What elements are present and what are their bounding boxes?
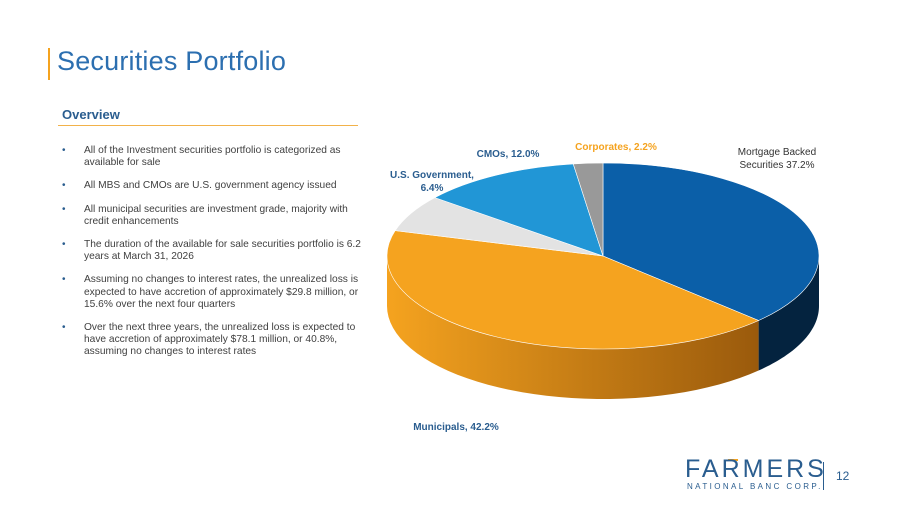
pie-slice-mortgage-backed-securities	[602, 162, 820, 321]
logo-wordmark: FARMERS	[685, 455, 827, 483]
page-title: Securities Portfolio	[57, 46, 287, 76]
overview-divider	[58, 125, 358, 126]
data-label-cmos: CMOs, 12.0%	[477, 149, 540, 160]
pie-slice-municipals	[386, 230, 760, 350]
pie-slice-corporates	[572, 162, 604, 257]
data-label-mortgage-backed-securities: Mortgage Backed	[738, 147, 816, 158]
title-accent-bar	[48, 48, 50, 80]
logo-accent-icon	[728, 459, 738, 461]
bullet-item: All of the Investment securities portfol…	[62, 145, 364, 169]
overview-heading: Overview	[62, 107, 120, 122]
pie-side-mortgage-backed-securities	[758, 256, 819, 371]
bullet-item: Over the next three years, the unrealize…	[62, 322, 364, 359]
pie-side-municipals	[387, 256, 759, 399]
data-label-municipals: Municipals, 42.2%	[413, 422, 499, 433]
pie-slice-cmos	[434, 163, 604, 257]
data-label-u-s-government: U.S. Government,	[390, 170, 474, 181]
page-number-divider	[823, 462, 824, 490]
page-number: 12	[836, 469, 850, 483]
data-label-mortgage-backed-securities: Securities 37.2%	[739, 160, 814, 171]
bullet-item: The duration of the available for sale s…	[62, 239, 364, 263]
data-label-u-s-government: 6.4%	[421, 183, 444, 194]
overview-bullet-list: All of the Investment securities portfol…	[62, 145, 364, 370]
data-label-corporates: Corporates, 2.2%	[575, 142, 657, 153]
bullet-item: Assuming no changes to interest rates, t…	[62, 274, 364, 311]
logo-subtitle: NATIONAL BANC CORP.	[687, 482, 823, 491]
farmers-logo: FARMERS NATIONAL BANC CORP.	[685, 455, 824, 495]
bullet-item: All municipal securities are investment …	[62, 204, 364, 228]
bullet-item: All MBS and CMOs are U.S. government age…	[62, 180, 364, 192]
